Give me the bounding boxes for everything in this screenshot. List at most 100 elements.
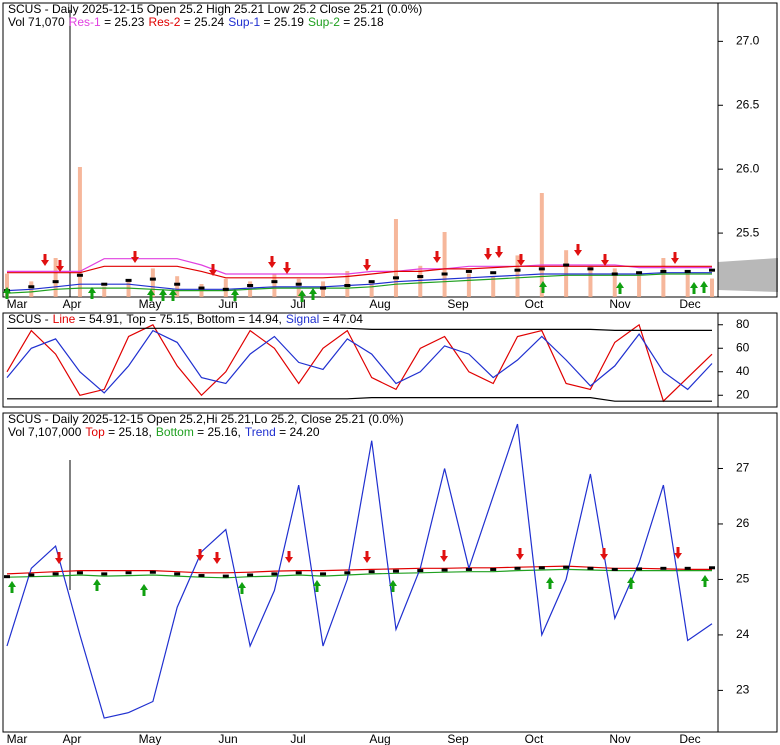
series-line	[6, 423, 713, 719]
price-mark	[611, 272, 618, 276]
sell-arrow	[674, 547, 682, 559]
price-mark	[684, 269, 691, 273]
volume-bar	[685, 271, 690, 297]
price-mark	[709, 268, 715, 272]
y-tick-label: 60	[736, 340, 750, 354]
sell-arrow	[433, 251, 441, 263]
series-line	[6, 565, 712, 575]
legend: Vol 7,107,000 Top = 25.18, Bottom = 25.16,…	[8, 425, 320, 439]
buy-arrow	[238, 582, 246, 594]
x-tick-label: Aug	[369, 732, 390, 745]
y-tick-label: 27	[736, 461, 750, 475]
legend-name: Top	[85, 425, 105, 439]
y-tick-label: 40	[736, 364, 750, 378]
volume-bar	[150, 268, 155, 297]
legend-value: = 25.18	[340, 15, 384, 29]
series-line	[6, 568, 712, 579]
series-line	[7, 327, 712, 331]
volume-bar	[637, 273, 642, 297]
y-tick-label: 25	[736, 572, 750, 586]
price-mark	[490, 567, 497, 571]
title-text: SCUS - Daily 2025-12-15 Open 25.2 High 2…	[8, 2, 422, 16]
sell-arrow	[600, 548, 608, 560]
buy-arrow	[627, 577, 635, 589]
price-mark	[101, 282, 108, 286]
sell-arrow	[196, 549, 204, 561]
panel-title: SCUS - Daily 2025-12-15 Open 25.2 High 2…	[8, 2, 422, 16]
y-tick-label: 26	[736, 516, 750, 530]
legend: Vol 71,070 Res-1 = 25.23 Res-2 = 25.24 Sup-…	[8, 15, 384, 29]
y-tick-label: 20	[736, 387, 750, 401]
y-tick-label: 26.0	[736, 161, 760, 175]
volume-bar	[77, 167, 82, 297]
sell-arrow	[495, 246, 503, 258]
sell-arrow	[363, 259, 371, 271]
price-mark	[149, 277, 156, 281]
volume-label: Vol 71,070	[8, 15, 65, 29]
price-mark	[563, 565, 570, 569]
buy-arrow	[313, 580, 321, 592]
x-tick-label: Mar	[7, 732, 28, 745]
legend-value: = 24.20	[276, 425, 320, 439]
price-mark	[514, 566, 521, 570]
legend-name: Bottom	[156, 425, 194, 439]
y-tick-label: 24	[736, 627, 750, 641]
panel-frame	[2, 2, 778, 298]
volume-profile	[718, 258, 778, 292]
sell-arrow	[209, 264, 217, 276]
x-tick-label: Apr	[63, 732, 82, 745]
buy-arrow	[309, 288, 317, 300]
price-mark	[611, 567, 618, 571]
volume-bar	[272, 273, 277, 297]
buy-arrow	[8, 581, 16, 593]
volume-bar	[369, 281, 374, 297]
volume-label: Vol 7,107,000	[8, 425, 82, 439]
price-mark	[441, 568, 448, 572]
x-tick-label: Oct	[525, 732, 544, 745]
price-mark	[684, 566, 691, 570]
y-tick-label: 23	[736, 683, 750, 697]
price-mark	[417, 569, 424, 573]
legend-name: Sup-2	[308, 15, 340, 29]
x-tick-label: Jun	[218, 297, 237, 311]
series-line	[6, 323, 713, 403]
price-mark	[271, 280, 278, 284]
price-mark	[247, 573, 254, 577]
price-mark	[222, 287, 229, 291]
legend-name: Res-1	[69, 15, 101, 29]
price-mark	[490, 271, 497, 275]
y-tick-label: 27.0	[736, 34, 760, 48]
price-mark	[125, 278, 132, 282]
sell-arrow	[131, 251, 139, 263]
volume-bar	[442, 232, 447, 297]
price-mark	[344, 571, 351, 575]
x-tick-label: May	[139, 732, 162, 745]
x-tick-label: Sep	[447, 732, 469, 745]
buy-arrow	[700, 281, 708, 293]
legend-value: = 25.18,	[105, 425, 152, 439]
sell-arrow	[601, 254, 609, 266]
price-mark	[76, 571, 83, 575]
price-mark	[76, 273, 83, 277]
x-tick-label: Nov	[609, 732, 630, 745]
price-mark	[271, 572, 278, 576]
price-mark	[320, 286, 327, 290]
series-line	[7, 265, 712, 279]
y-tick-label: 80	[736, 317, 750, 331]
sell-arrow	[41, 254, 49, 266]
y-tick-label: 26.5	[736, 97, 760, 111]
buy-arrow	[159, 289, 167, 301]
legend-value: = 25.16,	[194, 425, 241, 439]
legend-name: Signal	[286, 312, 319, 326]
buy-arrow	[616, 282, 624, 294]
price-mark	[660, 269, 667, 273]
price-mark	[28, 573, 35, 577]
series-line	[6, 272, 712, 292]
price-mark	[295, 282, 302, 286]
sell-arrow	[55, 552, 63, 564]
legend-name: Sup-1	[228, 15, 260, 29]
x-tick-label: Jun	[218, 732, 237, 745]
price-mark	[28, 285, 35, 289]
